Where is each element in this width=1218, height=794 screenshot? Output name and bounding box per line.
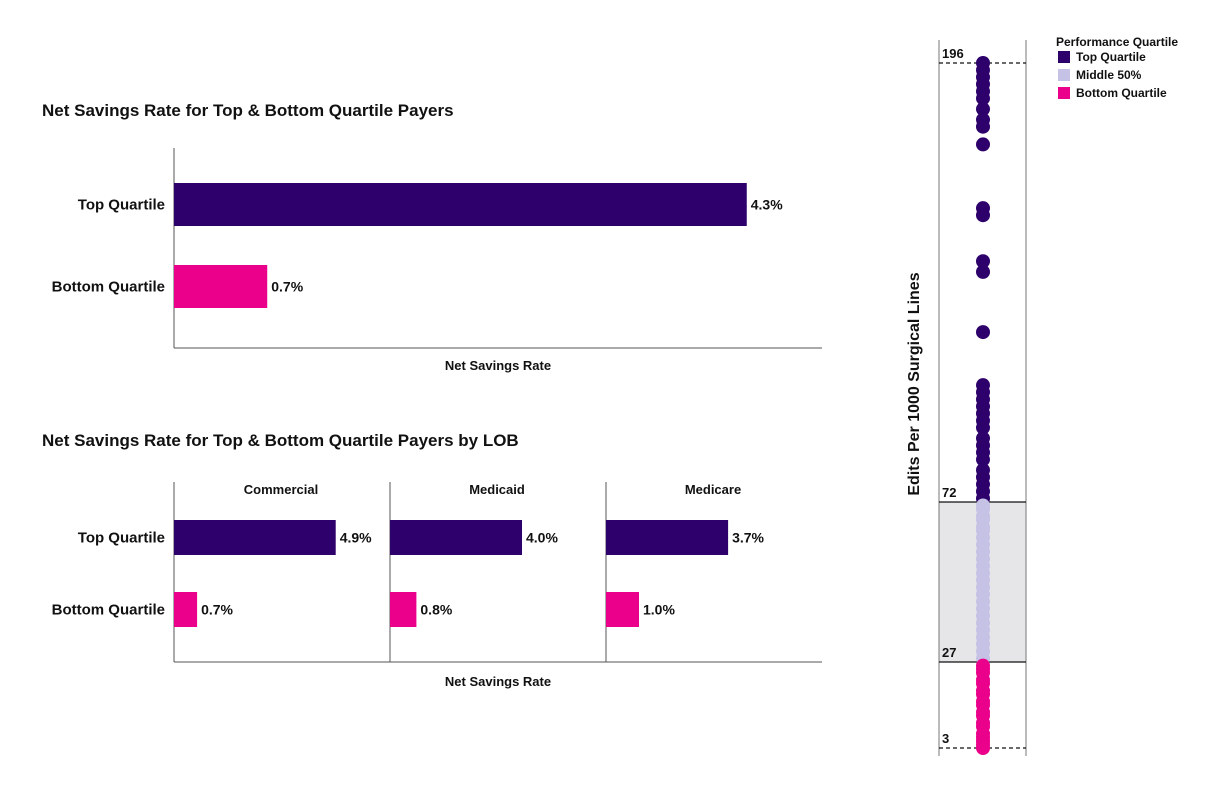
chart1-title: Net Savings Rate for Top & Bottom Quarti… xyxy=(42,101,454,120)
value-label: 4.3% xyxy=(751,197,783,213)
top-quartile-bar xyxy=(606,520,729,555)
reference-label: 72 xyxy=(942,485,956,500)
category-label: Top Quartile xyxy=(78,530,165,547)
category-label: Bottom Quartile xyxy=(52,602,165,619)
panel-medicare: Medicare 3.7% 1.0% xyxy=(605,482,765,662)
top-quartile-point xyxy=(976,264,990,279)
legend: Performance Quartile Top Quartile Middle … xyxy=(1056,35,1178,100)
legend-swatch xyxy=(1058,69,1070,81)
value-label: 0.8% xyxy=(420,602,452,618)
chart2-x-axis-title: Net Savings Rate xyxy=(445,674,551,689)
panel-medicaid: Medicaid 4.0% 0.8% xyxy=(389,482,558,662)
value-label: 0.7% xyxy=(271,279,303,295)
top-quartile-point xyxy=(976,420,990,435)
top-quartile-point xyxy=(976,325,990,340)
panel-title: Medicaid xyxy=(469,482,525,497)
top-quartile-point xyxy=(976,137,990,152)
panel-title: Medicare xyxy=(685,482,741,497)
bottom-quartile-bar xyxy=(390,592,417,627)
legend-title: Performance Quartile xyxy=(1056,35,1178,49)
bottom-quartile-bar xyxy=(606,592,639,627)
legend-item-label: Middle 50% xyxy=(1076,68,1142,82)
value-label: 1.0% xyxy=(643,602,675,618)
top-quartile-point xyxy=(976,91,990,106)
top-quartile-point xyxy=(976,452,990,467)
top-quartile-point xyxy=(976,208,990,223)
legend-swatch xyxy=(1058,87,1070,99)
legend-item-label: Top Quartile xyxy=(1076,50,1146,64)
top-quartile-point xyxy=(976,254,990,269)
value-label: 3.7% xyxy=(732,530,764,546)
top-quartile-point xyxy=(976,102,990,117)
bottom-quartile-bar xyxy=(174,592,198,627)
legend-item-label: Bottom Quartile xyxy=(1076,86,1167,100)
value-label: 4.9% xyxy=(340,530,372,546)
edits-strip-chart: 196 72 27 3 Edits Per 1000 Surgical Lines P… xyxy=(906,35,1178,756)
bottom-quartile-bar xyxy=(174,265,268,308)
top-quartile-bar xyxy=(174,183,747,226)
top-quartile-point xyxy=(976,119,990,134)
top-quartile-bar xyxy=(390,520,522,555)
top-bottom-savings-chart: Net Savings Rate for Top & Bottom Quarti… xyxy=(42,101,822,373)
panel-title: Commercial xyxy=(244,482,318,497)
value-label: 0.7% xyxy=(201,602,233,618)
strip-y-axis-title: Edits Per 1000 Surgical Lines xyxy=(906,272,923,495)
legend-swatch xyxy=(1058,51,1070,63)
category-label: Bottom Quartile xyxy=(52,279,165,296)
top-quartile-bar xyxy=(174,520,336,555)
chart2-title: Net Savings Rate for Top & Bottom Quarti… xyxy=(42,431,519,450)
reference-label: 196 xyxy=(942,46,964,61)
reference-label: 3 xyxy=(942,731,949,746)
lob-savings-chart: Net Savings Rate for Top & Bottom Quarti… xyxy=(42,431,822,689)
panel-commercial: Commercial 4.9% 0.7% xyxy=(173,482,372,662)
chart1-x-axis-title: Net Savings Rate xyxy=(445,358,551,373)
category-label: Top Quartile xyxy=(78,197,165,214)
reference-label: 27 xyxy=(942,645,956,660)
bottom-quartile-point xyxy=(976,741,990,755)
value-label: 4.0% xyxy=(526,530,558,546)
